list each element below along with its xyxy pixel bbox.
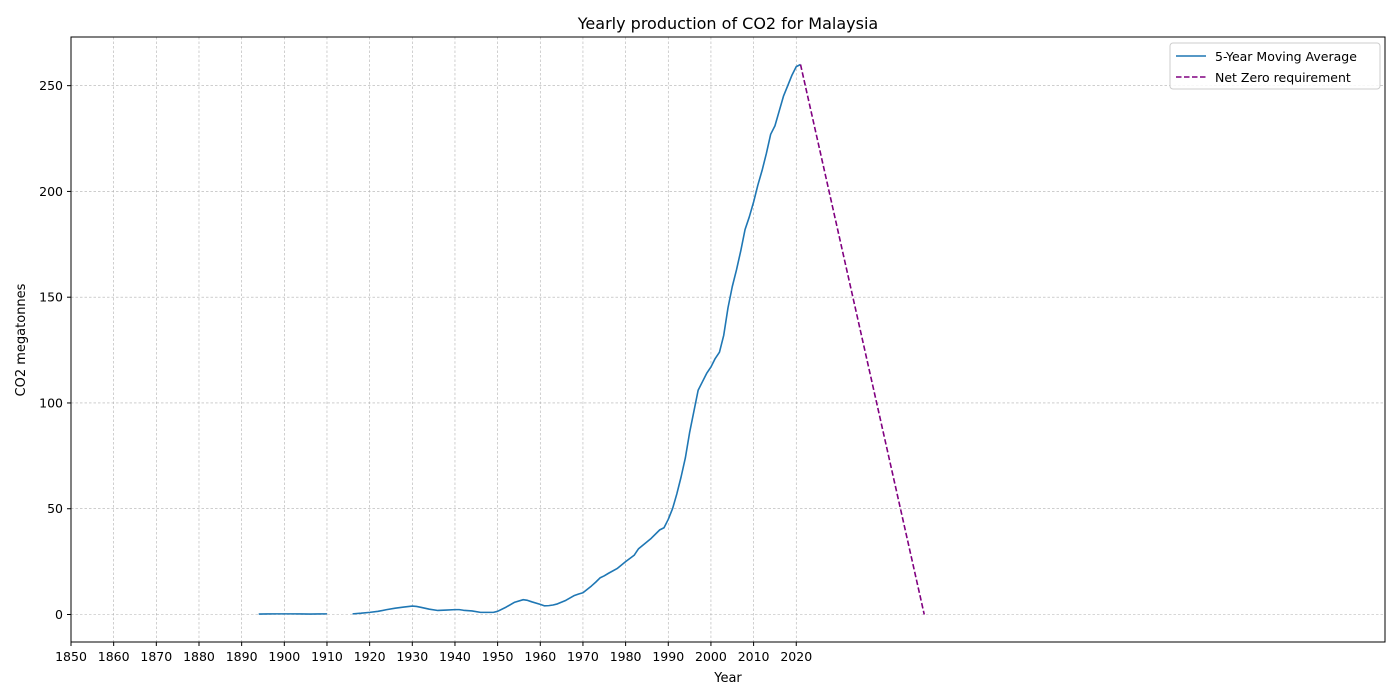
x-tick-label: 2000 xyxy=(695,649,727,664)
y-tick-label: 200 xyxy=(39,184,63,199)
x-tick-label: 1990 xyxy=(652,649,684,664)
legend-label-moving-average: 5-Year Moving Average xyxy=(1215,49,1357,64)
tick-layer: 1850 1860 1870 1880 1890 1900 1910 1920 1930 1940… xyxy=(39,78,812,664)
x-tick-label: 1870 xyxy=(140,649,172,664)
legend-label-net-zero: Net Zero requirement xyxy=(1215,70,1351,85)
y-tick-label: 50 xyxy=(47,501,63,516)
x-tick-label: 1920 xyxy=(354,649,386,664)
series-line-5-year-moving-average xyxy=(352,63,801,615)
x-tick-label: 1960 xyxy=(524,649,556,664)
y-axis-label: CO2 megatonnes xyxy=(14,283,29,396)
x-tick-label: 1910 xyxy=(311,649,343,664)
x-tick-label: 1890 xyxy=(226,649,258,664)
series-layer xyxy=(258,63,926,615)
x-axis-label: Year xyxy=(713,671,742,686)
x-tick-label: 1980 xyxy=(610,649,642,664)
series-line-net-zero-requirement xyxy=(799,64,926,615)
x-tick-label: 2020 xyxy=(780,649,812,664)
y-tick-label: 250 xyxy=(39,78,63,93)
y-tick-label: 100 xyxy=(39,395,63,410)
chart-title: Yearly production of CO2 for Malaysia xyxy=(577,14,878,33)
x-tick-label: 1860 xyxy=(98,649,130,664)
legend: 5-Year Moving Average Net Zero requireme… xyxy=(1169,42,1381,90)
x-tick-label: 1850 xyxy=(55,649,87,664)
x-tick-label: 1940 xyxy=(439,649,471,664)
x-tick-label: 2010 xyxy=(738,649,770,664)
grid-layer xyxy=(70,37,1385,642)
x-tick-label: 1930 xyxy=(396,649,428,664)
x-tick-label: 1950 xyxy=(482,649,514,664)
x-tick-label: 1970 xyxy=(567,649,599,664)
plot-frame xyxy=(70,36,1386,643)
y-tick-label: 0 xyxy=(55,607,63,622)
x-tick-label: 1880 xyxy=(183,649,215,664)
x-tick-label: 1900 xyxy=(268,649,300,664)
y-tick-label: 150 xyxy=(39,290,63,305)
legend-box xyxy=(1169,42,1381,90)
